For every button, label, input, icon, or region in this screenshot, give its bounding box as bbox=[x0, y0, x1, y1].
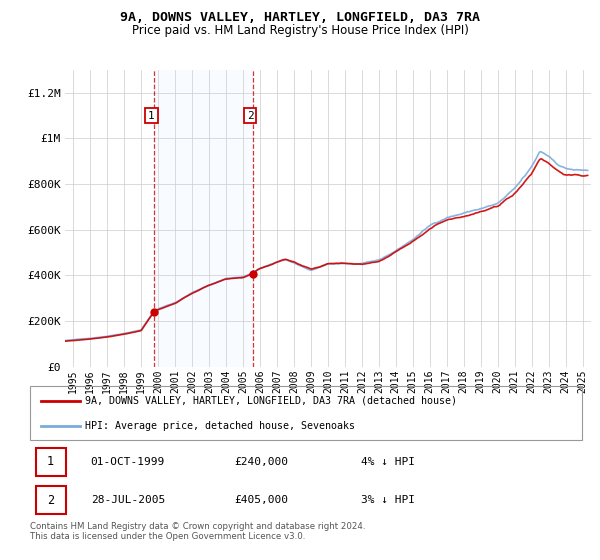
Text: 9A, DOWNS VALLEY, HARTLEY, LONGFIELD, DA3 7RA (detached house): 9A, DOWNS VALLEY, HARTLEY, LONGFIELD, DA… bbox=[85, 396, 457, 406]
Text: 1: 1 bbox=[47, 455, 54, 468]
Text: HPI: Average price, detached house, Sevenoaks: HPI: Average price, detached house, Seve… bbox=[85, 421, 355, 431]
Text: 2: 2 bbox=[47, 494, 54, 507]
Text: £240,000: £240,000 bbox=[234, 457, 288, 467]
Text: 9A, DOWNS VALLEY, HARTLEY, LONGFIELD, DA3 7RA: 9A, DOWNS VALLEY, HARTLEY, LONGFIELD, DA… bbox=[120, 11, 480, 24]
Text: 2: 2 bbox=[247, 111, 254, 120]
Text: Price paid vs. HM Land Registry's House Price Index (HPI): Price paid vs. HM Land Registry's House … bbox=[131, 24, 469, 37]
Text: 01-OCT-1999: 01-OCT-1999 bbox=[91, 457, 165, 467]
Text: 1: 1 bbox=[148, 111, 155, 120]
Bar bbox=[154, 70, 253, 367]
Bar bbox=[35, 486, 66, 514]
Text: Contains HM Land Registry data © Crown copyright and database right 2024.
This d: Contains HM Land Registry data © Crown c… bbox=[30, 522, 365, 542]
Text: £405,000: £405,000 bbox=[234, 495, 288, 505]
Text: 28-JUL-2005: 28-JUL-2005 bbox=[91, 495, 165, 505]
Text: 4% ↓ HPI: 4% ↓ HPI bbox=[361, 457, 415, 467]
Text: 3% ↓ HPI: 3% ↓ HPI bbox=[361, 495, 415, 505]
Bar bbox=[35, 448, 66, 476]
